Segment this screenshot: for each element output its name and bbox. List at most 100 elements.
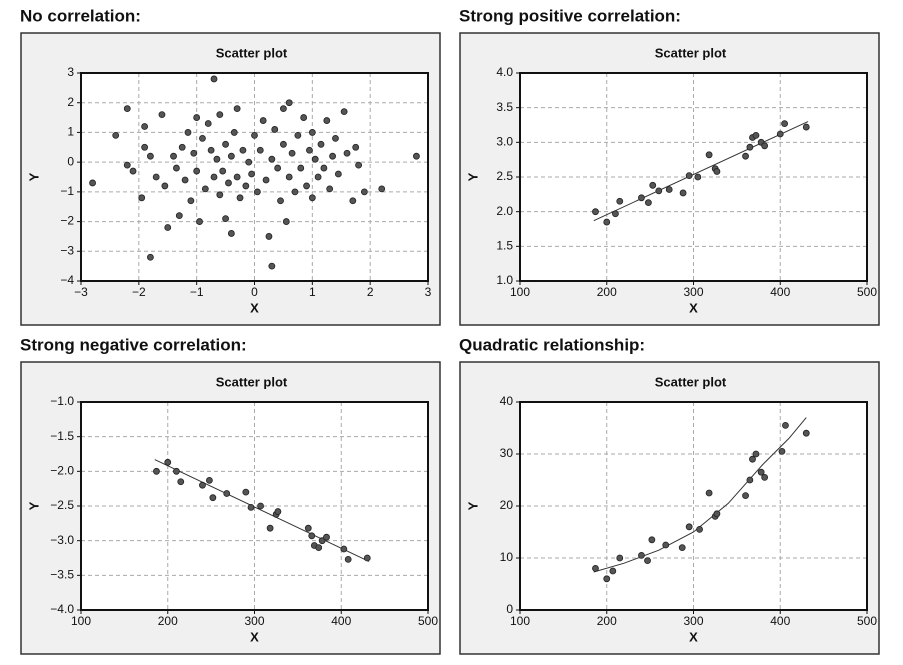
point <box>323 533 330 541</box>
x-tick-label: 500 <box>857 614 877 628</box>
fit-line <box>154 459 370 562</box>
point <box>317 140 325 148</box>
point <box>603 218 611 226</box>
point <box>355 161 363 169</box>
point <box>648 536 656 544</box>
point <box>679 189 687 197</box>
point <box>152 173 160 181</box>
point <box>308 532 316 540</box>
x-tick-label: 100 <box>510 285 530 299</box>
point <box>236 194 244 202</box>
y-tick-label: −3 <box>60 243 74 257</box>
point <box>266 524 274 532</box>
point <box>802 123 810 131</box>
point <box>251 131 258 139</box>
point <box>678 544 686 551</box>
point <box>138 194 146 202</box>
x-tick-label: −3 <box>74 285 88 299</box>
point <box>164 458 172 466</box>
x-tick-label: 400 <box>770 614 790 628</box>
y-tick-label: −2.0 <box>50 464 74 478</box>
x-tick-label: 500 <box>857 285 877 299</box>
point <box>280 105 287 113</box>
point <box>207 146 215 154</box>
y-tick-label: 1.5 <box>496 239 513 253</box>
x-tick-label: 100 <box>71 614 91 628</box>
point <box>713 168 721 175</box>
point <box>323 117 331 124</box>
point <box>210 173 218 181</box>
plot-title: Scatter plot <box>655 374 727 389</box>
point <box>256 146 264 154</box>
plot-frame <box>80 401 429 611</box>
point <box>175 212 183 220</box>
point <box>242 488 250 496</box>
point <box>655 187 663 195</box>
point <box>649 181 657 189</box>
point <box>265 233 273 240</box>
x-axis-label: X <box>689 629 698 644</box>
point <box>274 164 282 172</box>
point <box>665 186 673 193</box>
point <box>199 134 206 142</box>
point <box>164 224 172 231</box>
point <box>222 140 229 148</box>
x-tick-label: 200 <box>597 285 617 299</box>
point <box>123 105 131 113</box>
point <box>778 447 786 455</box>
y-tick-label: 2.0 <box>496 204 513 218</box>
point <box>326 185 334 193</box>
y-tick-label: −2 <box>60 214 74 228</box>
point <box>262 176 270 184</box>
point <box>268 155 276 163</box>
x-tick-label: 2 <box>367 285 374 299</box>
point <box>274 508 282 515</box>
point <box>213 155 221 163</box>
x-tick-label: 100 <box>510 614 530 628</box>
point <box>303 182 310 190</box>
point <box>178 143 186 151</box>
point <box>209 494 217 502</box>
y-tick-label: 1.0 <box>496 273 513 287</box>
point <box>752 131 760 139</box>
y-tick-label: 0 <box>67 154 74 168</box>
point <box>638 552 645 559</box>
x-tick-label: 300 <box>683 614 703 628</box>
point <box>761 473 769 481</box>
point <box>306 146 313 154</box>
point <box>340 545 348 553</box>
point <box>233 105 241 113</box>
point <box>746 476 754 484</box>
point <box>196 218 203 225</box>
x-tick-label: 400 <box>331 614 351 628</box>
point <box>216 191 224 199</box>
y-axis-label: Y <box>26 501 41 510</box>
point <box>638 194 645 202</box>
point <box>349 197 357 205</box>
panel-heading: Strong negative correlation: <box>20 335 247 354</box>
x-tick-label: 400 <box>770 285 790 299</box>
plot-title: Scatter plot <box>216 374 288 389</box>
point <box>294 131 302 139</box>
y-tick-label: 20 <box>500 498 514 512</box>
point <box>332 134 339 142</box>
point <box>297 164 305 172</box>
y-tick-label: 2 <box>67 95 74 109</box>
point <box>612 210 619 218</box>
point <box>308 194 316 202</box>
point <box>742 152 749 160</box>
point <box>173 467 180 475</box>
point <box>705 489 713 497</box>
point <box>616 554 624 562</box>
point <box>288 149 296 157</box>
point <box>662 541 670 549</box>
x-tick-label: 500 <box>418 614 438 628</box>
point <box>184 129 192 136</box>
y-axis-label: Y <box>26 172 41 181</box>
point <box>344 555 352 563</box>
point <box>285 99 293 107</box>
point <box>177 478 185 486</box>
point <box>603 575 611 583</box>
y-tick-label: 3.0 <box>496 135 513 149</box>
